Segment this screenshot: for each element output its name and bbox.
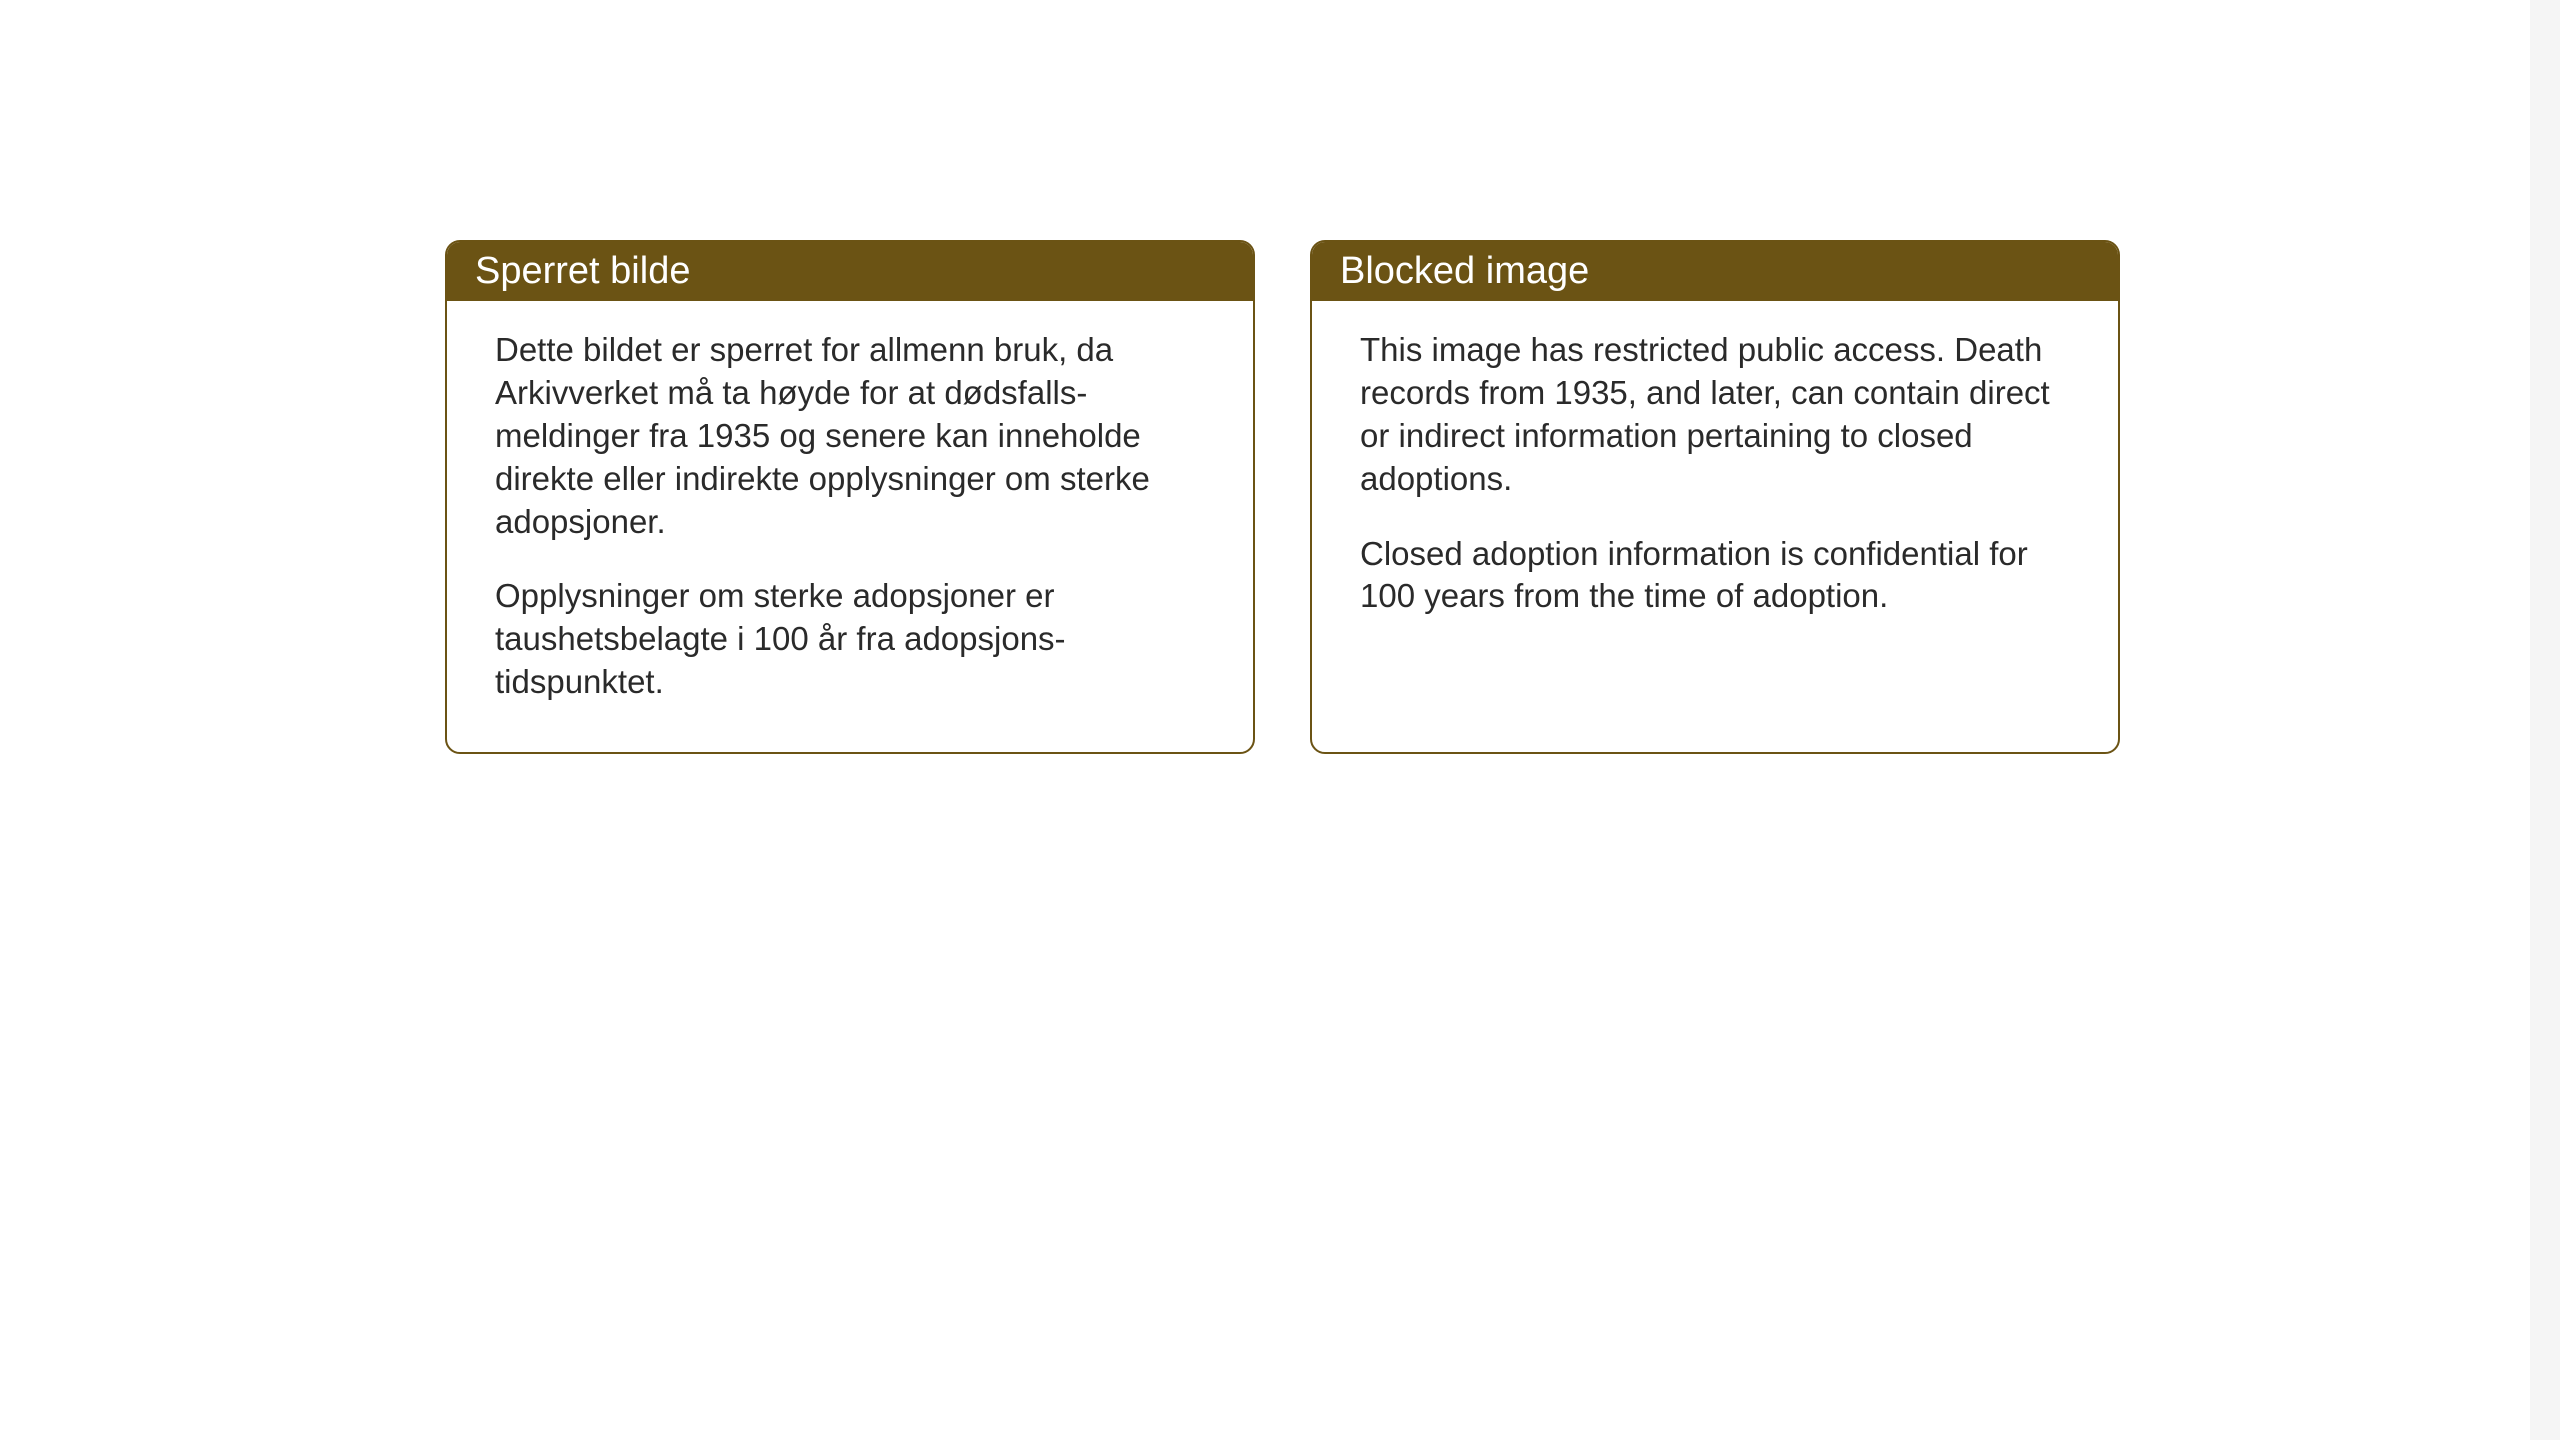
card-title: Blocked image (1340, 250, 1589, 292)
card-header-norwegian: Sperret bilde (447, 242, 1253, 301)
scrollbar[interactable] (2530, 0, 2560, 1440)
card-body-english: This image has restricted public access.… (1312, 301, 2118, 666)
paragraph-1: Dette bildet er sperret for allmenn bruk… (495, 329, 1205, 543)
card-title: Sperret bilde (475, 250, 690, 292)
notice-container: Sperret bilde Dette bildet er sperret fo… (445, 240, 2120, 754)
paragraph-2: Closed adoption information is confident… (1360, 533, 2070, 619)
card-body-norwegian: Dette bildet er sperret for allmenn bruk… (447, 301, 1253, 752)
paragraph-1: This image has restricted public access.… (1360, 329, 2070, 501)
card-header-english: Blocked image (1312, 242, 2118, 301)
notice-card-english: Blocked image This image has restricted … (1310, 240, 2120, 754)
notice-card-norwegian: Sperret bilde Dette bildet er sperret fo… (445, 240, 1255, 754)
paragraph-2: Opplysninger om sterke adopsjoner er tau… (495, 575, 1205, 704)
